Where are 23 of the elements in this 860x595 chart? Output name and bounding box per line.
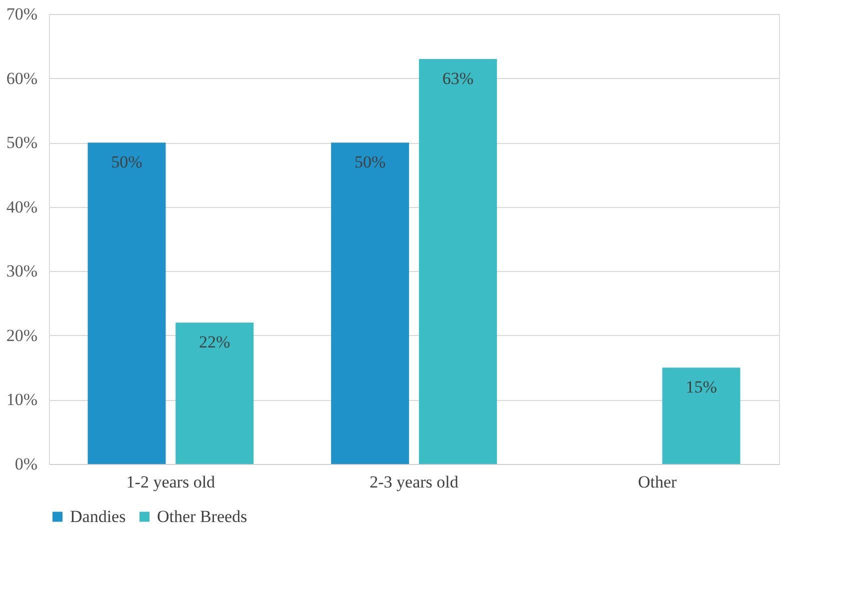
data-label: 63% <box>442 69 474 88</box>
y-tick-label: 40% <box>6 197 38 216</box>
y-tick-label: 10% <box>6 390 38 410</box>
legend-label: Dandies <box>70 506 126 526</box>
bar <box>662 368 740 464</box>
bar <box>418 59 497 464</box>
y-tick-label: 20% <box>6 326 38 345</box>
data-label: 22% <box>199 332 230 352</box>
y-tick-label: 30% <box>6 262 38 281</box>
y-tick-label: 60% <box>6 68 38 88</box>
x-tick-label: Other <box>638 472 678 492</box>
x-tick-label: 1-2 years old <box>126 472 216 492</box>
bar <box>176 322 254 464</box>
data-label: 50% <box>354 152 386 172</box>
bar <box>88 142 166 464</box>
data-label: 15% <box>686 378 717 397</box>
y-tick-label: 50% <box>6 133 38 152</box>
y-tick-label: 0% <box>14 454 38 474</box>
y-tick-label: 70% <box>6 4 38 24</box>
data-label: 50% <box>111 152 142 172</box>
bar <box>331 142 410 464</box>
legend-label: Other Breeds <box>157 506 248 526</box>
x-tick-label: 2-3 years old <box>370 472 459 492</box>
